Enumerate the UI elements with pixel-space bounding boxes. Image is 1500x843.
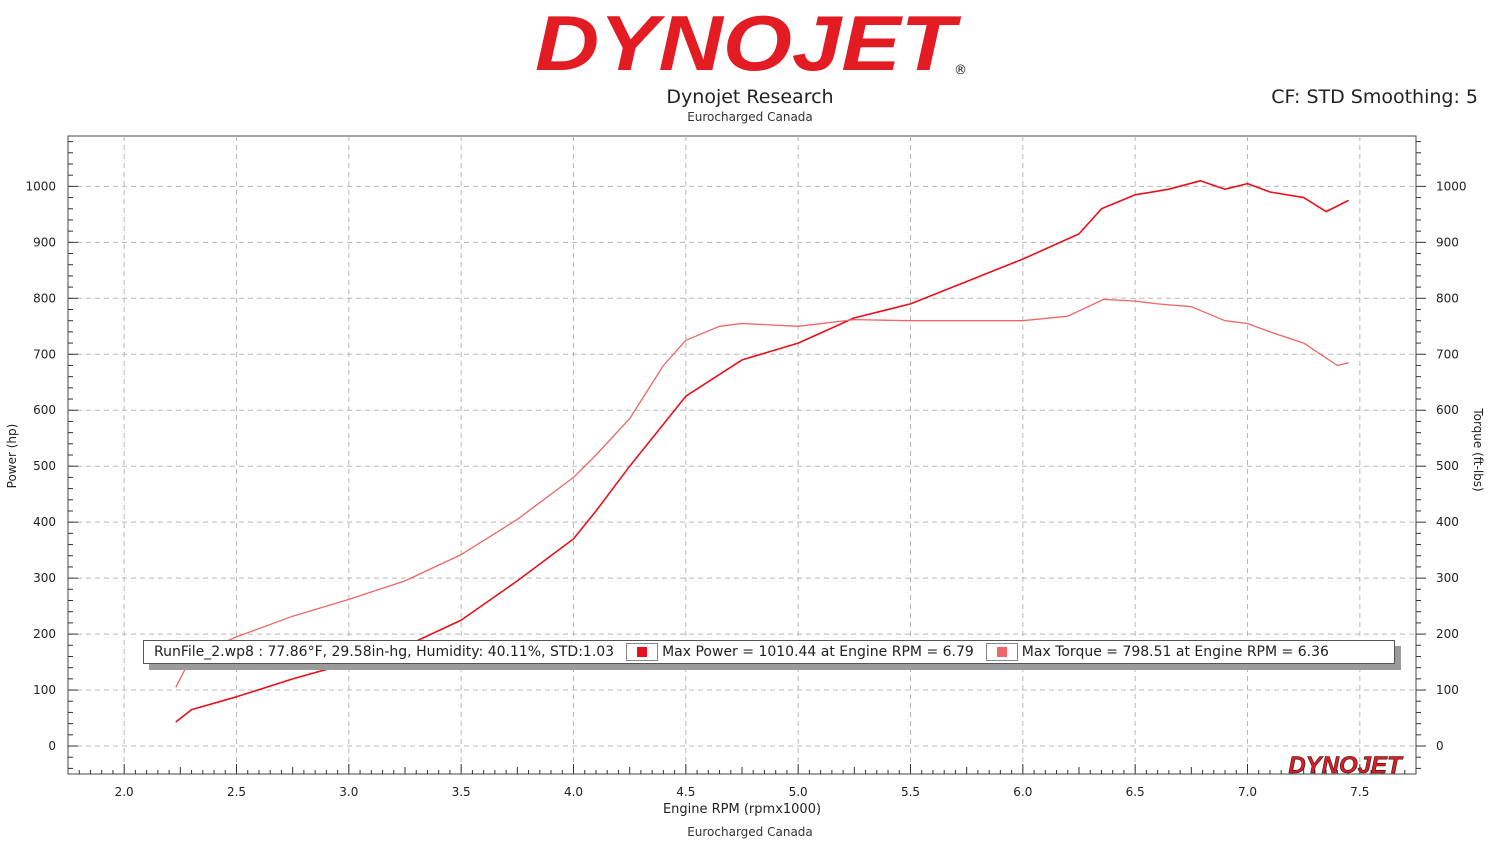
y-tick-label-right: 200 — [1436, 627, 1459, 641]
y-tick-label-left: 500 — [33, 459, 56, 473]
grid-lines — [68, 136, 1416, 774]
torque-curve — [175, 298, 1349, 688]
small-dynojet-logo: DYNOJET — [1288, 752, 1404, 779]
y-tick-label-right: 400 — [1436, 515, 1459, 529]
x-tick-label: 5.5 — [901, 785, 920, 799]
bottom-axis: 2.0 2.5 3.0 3.5 4.0 4.5 5.0 5.5 6.0 6.5 7.0 7.5 — [78, 764, 1406, 799]
y-tick-label-right: 800 — [1436, 291, 1459, 305]
chart-subtitle: Eurocharged Canada — [687, 110, 813, 124]
y-tick-label-left: 900 — [33, 235, 56, 249]
y-tick-label-left: 1000 — [25, 179, 56, 193]
y-tick-label-right: 700 — [1436, 347, 1459, 361]
left-axis: 0 100 200 300 400 500 600 700 800 900 1000 — [25, 141, 78, 769]
dynojet-logo-text: DYNOJET — [535, 8, 962, 80]
x-tick-label: 3.5 — [452, 785, 471, 799]
y-tick-label-right: 300 — [1436, 571, 1459, 585]
y-tick-label-left: 200 — [33, 627, 56, 641]
x-tick-label: 6.5 — [1126, 785, 1145, 799]
y-tick-label-left: 400 — [33, 515, 56, 529]
x-tick-label: 6.0 — [1013, 785, 1032, 799]
y-axis-right-label: Torque (ft-lbs) — [1471, 407, 1485, 491]
x-tick-label: 3.0 — [339, 785, 358, 799]
footer-text: Eurocharged Canada — [687, 825, 813, 839]
x-tick-label: 5.0 — [789, 785, 808, 799]
y-tick-label-left: 700 — [33, 347, 56, 361]
y-tick-label-right: 0 — [1436, 739, 1444, 753]
y-tick-label-left: 100 — [33, 683, 56, 697]
x-tick-label: 7.5 — [1350, 785, 1369, 799]
y-tick-label-left: 800 — [33, 291, 56, 305]
correction-info: CF: STD Smoothing: 5 — [1271, 86, 1478, 108]
x-tick-label: 7.0 — [1238, 785, 1257, 799]
y-axis-left-label: Power (hp) — [5, 424, 19, 489]
x-tick-label: 4.0 — [564, 785, 583, 799]
y-tick-label-right: 1000 — [1436, 179, 1467, 193]
y-tick-label-right: 600 — [1436, 403, 1459, 417]
right-axis: 0 100 200 300 400 500 600 700 800 900 1000 — [1416, 141, 1467, 769]
x-tick-label: 4.5 — [676, 785, 695, 799]
y-tick-label-left: 300 — [33, 571, 56, 585]
registered-mark-icon: ® — [954, 63, 967, 78]
dynojet-logo: DYNOJET ® — [535, 8, 967, 80]
legend-power-text: Max Power = 1010.44 at Engine RPM = 6.79 — [662, 644, 974, 660]
legend-torque-swatch — [985, 643, 1018, 661]
x-tick-label: 2.0 — [115, 785, 134, 799]
legend-run-info: RunFile_2.wp8 : 77.86°F, 29.58in-hg, Hum… — [154, 644, 615, 660]
plot-area — [67, 135, 1417, 775]
y-tick-label-right: 500 — [1436, 459, 1459, 473]
chart-title: Dynojet Research — [666, 86, 834, 108]
y-tick-label-left: 600 — [33, 403, 56, 417]
legend-torque-text: Max Torque = 798.51 at Engine RPM = 6.36 — [1021, 644, 1329, 660]
y-tick-label-right: 900 — [1436, 235, 1459, 249]
x-axis-label: Engine RPM (rpmx1000) — [663, 802, 821, 817]
legend: RunFile_2.wp8 : 77.86°F, 29.58in-hg, Hum… — [143, 640, 1395, 664]
legend-power-swatch — [626, 643, 659, 661]
y-tick-label-left: 0 — [48, 739, 56, 753]
y-tick-label-right: 100 — [1436, 683, 1459, 697]
x-tick-label: 2.5 — [227, 785, 246, 799]
